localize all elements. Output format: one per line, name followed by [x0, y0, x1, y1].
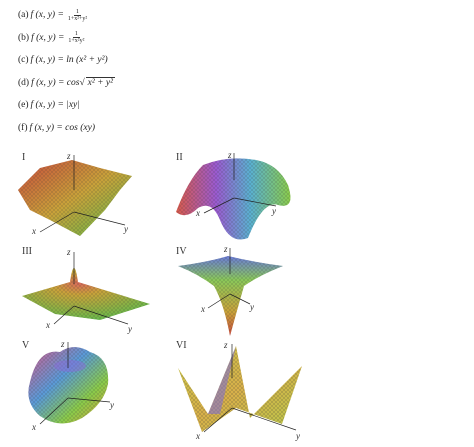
x-axis-label: x [200, 304, 205, 314]
z-axis-label: z [66, 151, 71, 161]
y-axis-label: y [295, 431, 300, 441]
function-expression: f (x, y) = ln (x² + y²) [30, 55, 108, 66]
function-expression: f (x, y) = [30, 10, 64, 21]
surface-plot-iv: z x y [168, 244, 318, 336]
function-d: (d) f (x, y) = cos √ x² + y² [18, 72, 318, 95]
function-expression: f (x, y) = cos [31, 77, 80, 88]
function-label: (c) [18, 55, 29, 66]
y-axis-label: y [109, 400, 114, 410]
fraction: 1 1+x²y² [66, 31, 86, 44]
function-label: (f) [18, 122, 28, 133]
function-label: (e) [18, 100, 29, 111]
surface-iv-graphic: z x y [178, 244, 283, 336]
x-axis-label: x [195, 431, 200, 441]
x-axis-label: x [45, 320, 50, 330]
function-label: (b) [18, 32, 30, 43]
sqrt-argument: x² + y² [85, 77, 115, 89]
surface-plot-i: z x y [10, 150, 160, 242]
surface-v-graphic: z x y [28, 339, 114, 432]
function-c: (c) f (x, y) = ln (x² + y²) [18, 49, 318, 72]
surface-plot-ii: z x y [168, 150, 318, 242]
x-axis-label: x [195, 208, 200, 218]
plot-label-i: I [22, 152, 26, 163]
surface-i-graphic: z x y [18, 151, 132, 236]
y-axis-label: y [271, 206, 276, 216]
function-expression: f (x, y) = [31, 32, 65, 43]
plot-label-iii: III [22, 246, 32, 257]
function-label: (a) [18, 10, 29, 21]
fraction-denominator: 1+x²y² [68, 38, 85, 45]
surface-iii-graphic: z x y [22, 247, 150, 334]
x-axis-label: x [31, 226, 36, 236]
function-a: (a) f (x, y) = 1 1+x²+y² [18, 4, 318, 27]
z-axis-label: z [223, 244, 228, 254]
surface-ii-graphic: z x y [176, 150, 291, 240]
plot-label-v: V [22, 340, 30, 351]
y-axis-label: y [127, 324, 132, 334]
z-axis-label: z [66, 247, 71, 257]
function-f: (f) f (x, y) = cos (xy) [18, 117, 318, 140]
function-label: (d) [18, 77, 30, 88]
plot-label-ii: II [176, 152, 183, 163]
x-axis-label: x [31, 422, 36, 432]
fraction-denominator: 1+x²+y² [67, 15, 88, 22]
surface-vi-graphic: z x y [178, 340, 302, 441]
function-list: (a) f (x, y) = 1 1+x²+y² (b) f (x, y) = … [18, 4, 318, 139]
fraction: 1 1+x²+y² [66, 9, 89, 22]
function-e: (e) f (x, y) = |xy| [18, 94, 318, 117]
plot-label-vi: VI [176, 340, 187, 351]
plot-label-iv: IV [176, 246, 187, 257]
surface-plot-vi: z x y [172, 338, 322, 441]
z-axis-label: z [60, 339, 65, 349]
function-expression: f (x, y) = cos (xy) [29, 122, 95, 133]
fraction-numerator: 1 [74, 8, 82, 16]
fraction-numerator: 1 [72, 31, 80, 39]
sqrt-symbol: √ [79, 77, 85, 88]
surface-plot-iii: z x y [10, 244, 160, 336]
y-axis-label: y [249, 302, 254, 312]
y-axis-label: y [123, 224, 128, 234]
function-expression: f (x, y) = |xy| [30, 100, 80, 111]
surface-plot-v: z x y [10, 338, 160, 432]
z-axis-label: z [227, 150, 232, 160]
function-b: (b) f (x, y) = 1 1+x²y² [18, 27, 318, 50]
z-axis-label: z [223, 340, 228, 350]
